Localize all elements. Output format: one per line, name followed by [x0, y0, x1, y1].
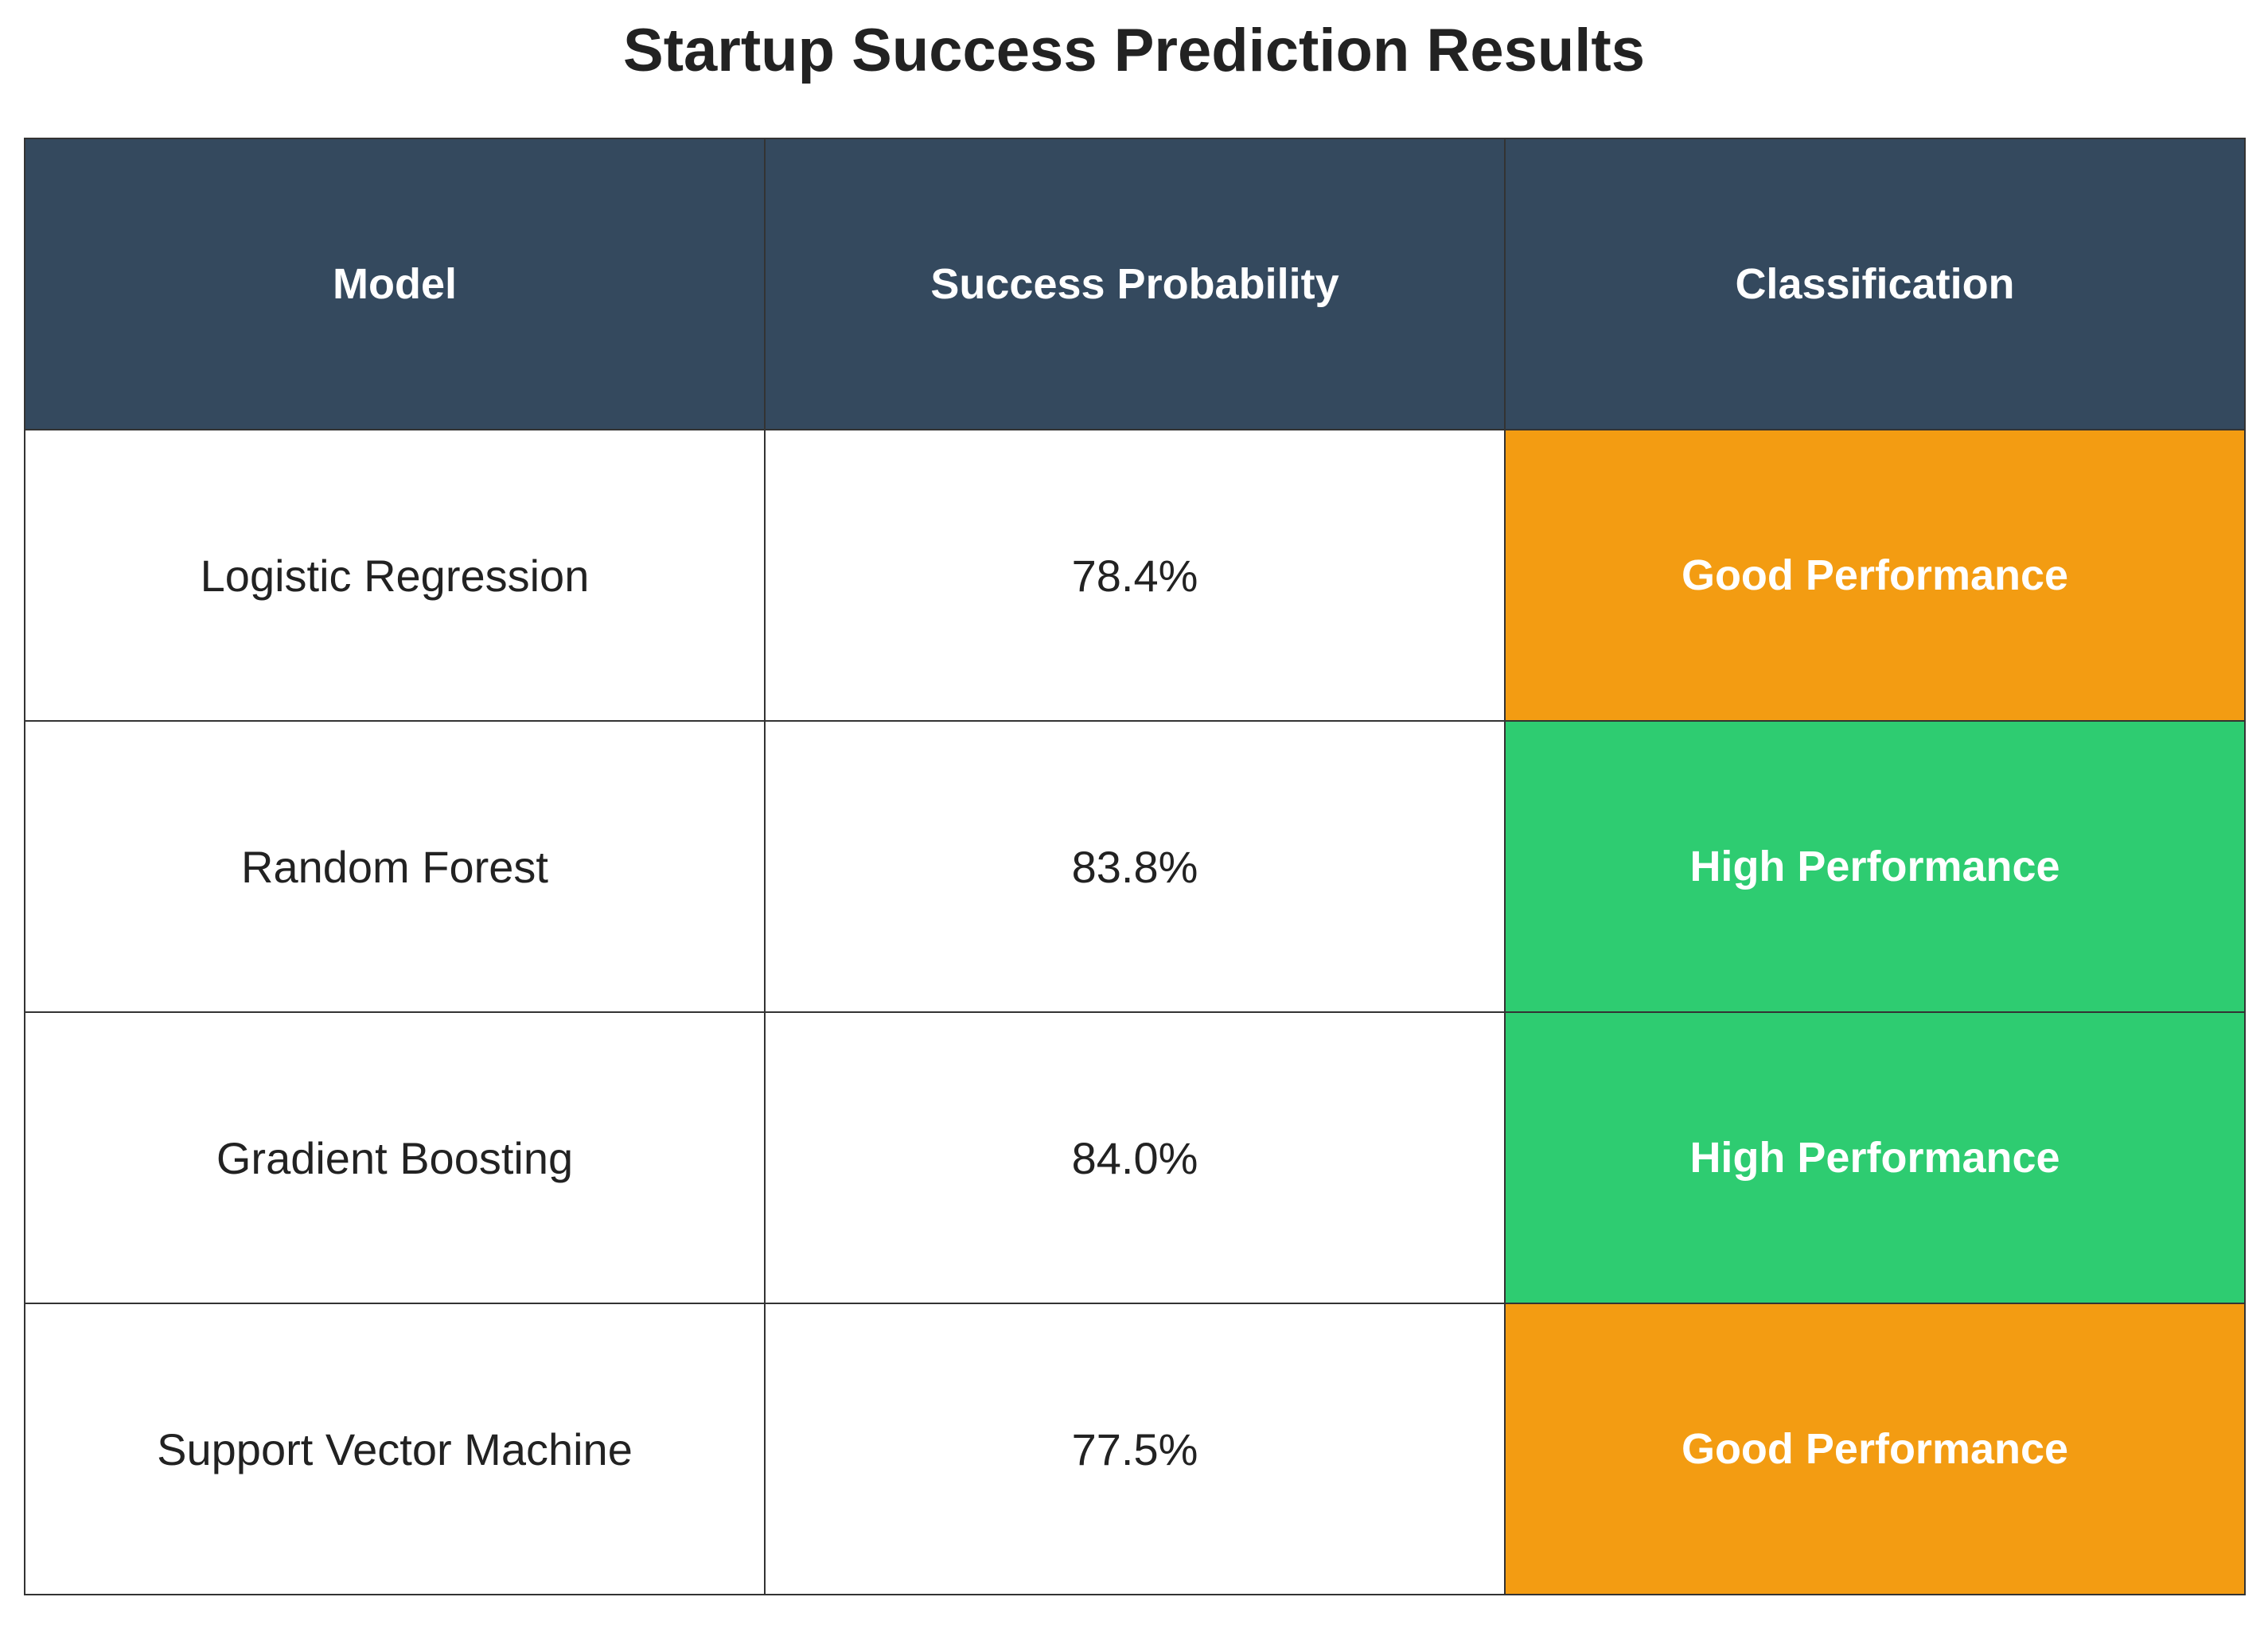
column-header-classification: Classification — [1504, 138, 2246, 430]
probability-cell: 77.5% — [764, 1303, 1506, 1595]
header-row: Model Success Probability Classification — [24, 138, 2246, 430]
model-cell: Support Vector Machine — [24, 1303, 766, 1595]
table-row: Logistic Regression 78.4% Good Performan… — [24, 429, 2246, 722]
column-header-success-probability: Success Probability — [764, 138, 1506, 430]
model-cell: Logistic Regression — [24, 429, 766, 722]
table-row: Random Forest 83.8% High Performance — [24, 720, 2246, 1013]
table-row: Gradient Boosting 84.0% High Performance — [24, 1011, 2246, 1304]
classification-cell: High Performance — [1504, 720, 2246, 1013]
model-cell: Random Forest — [24, 720, 766, 1013]
chart-title: Startup Success Prediction Results — [623, 17, 1645, 84]
classification-cell: High Performance — [1504, 1011, 2246, 1304]
column-header-model: Model — [24, 138, 766, 430]
probability-cell: 84.0% — [764, 1011, 1506, 1304]
classification-cell: Good Performance — [1504, 429, 2246, 722]
table-row: Support Vector Machine 77.5% Good Perfor… — [24, 1303, 2246, 1595]
results-table: Model Success Probability Classification… — [24, 138, 2246, 1595]
probability-cell: 83.8% — [764, 720, 1506, 1013]
model-cell: Gradient Boosting — [24, 1011, 766, 1304]
classification-cell: Good Performance — [1504, 1303, 2246, 1595]
probability-cell: 78.4% — [764, 429, 1506, 722]
